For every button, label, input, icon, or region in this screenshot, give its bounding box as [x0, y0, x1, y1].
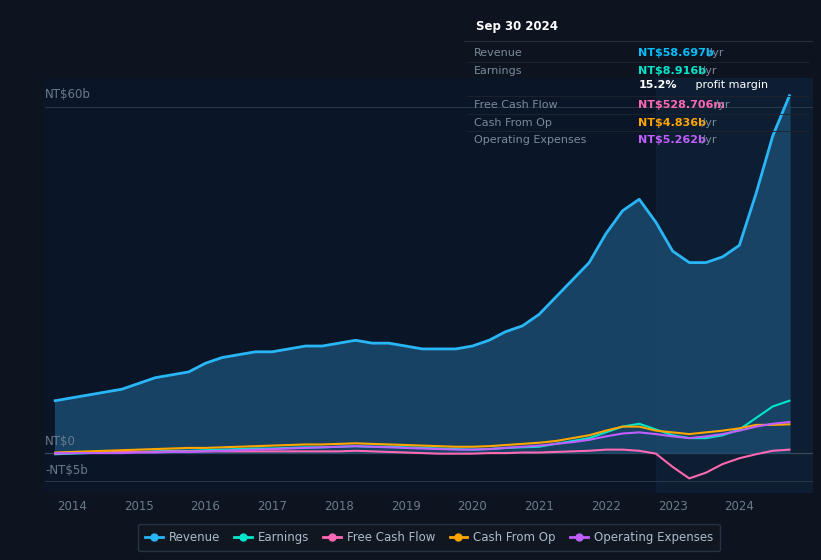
Text: NT$8.916b: NT$8.916b [639, 66, 706, 76]
Text: 15.2%: 15.2% [639, 81, 677, 90]
Text: profit margin: profit margin [692, 81, 768, 90]
Text: Cash From Op: Cash From Op [475, 118, 553, 128]
Text: NT$60b: NT$60b [45, 88, 91, 101]
Text: NT$58.697b: NT$58.697b [639, 48, 714, 58]
Text: NT$5.262b: NT$5.262b [639, 136, 706, 145]
Text: NT$4.836b: NT$4.836b [639, 118, 706, 128]
Text: NT$528.706m: NT$528.706m [639, 100, 725, 110]
Text: NT$0: NT$0 [45, 435, 76, 448]
Text: Earnings: Earnings [475, 66, 523, 76]
Text: /yr: /yr [699, 118, 717, 128]
Text: Revenue: Revenue [475, 48, 523, 58]
Text: /yr: /yr [699, 136, 717, 145]
Bar [656, 78, 813, 493]
Text: Free Cash Flow: Free Cash Flow [475, 100, 558, 110]
Legend: Revenue, Earnings, Free Cash Flow, Cash From Op, Operating Expenses: Revenue, Earnings, Free Cash Flow, Cash … [138, 524, 720, 551]
Text: /yr: /yr [704, 48, 723, 58]
Text: Sep 30 2024: Sep 30 2024 [476, 20, 558, 32]
Text: /yr: /yr [699, 66, 717, 76]
Text: -NT$5b: -NT$5b [45, 464, 88, 477]
Text: /yr: /yr [711, 100, 729, 110]
Text: Operating Expenses: Operating Expenses [475, 136, 587, 145]
